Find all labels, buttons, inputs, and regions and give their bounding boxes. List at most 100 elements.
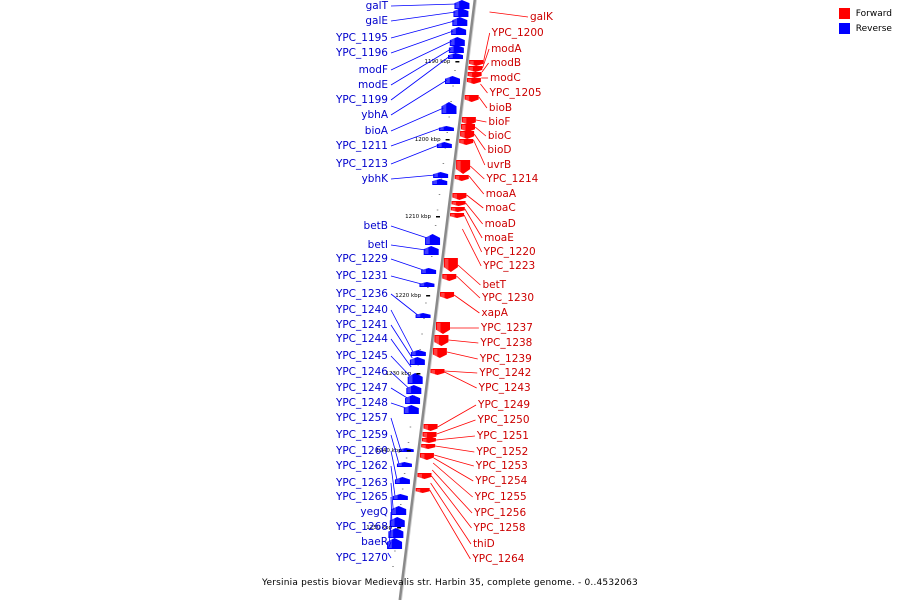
reverse-gene-label[interactable]: YPC_1257 bbox=[335, 412, 402, 451]
forward-gene-label[interactable]: bioC bbox=[474, 126, 511, 142]
forward-gene-label[interactable]: YPC_1251 bbox=[435, 430, 529, 442]
gene-arrow bbox=[453, 8, 469, 17]
kbp-label: 1220 kbp bbox=[395, 293, 421, 299]
reverse-gene-label[interactable]: YPC_1263 bbox=[335, 477, 394, 511]
forward-gene-label[interactable]: YPC_1255 bbox=[432, 462, 527, 503]
forward-gene-label[interactable]: YPC_1230 bbox=[456, 275, 535, 304]
tick-dot bbox=[431, 256, 433, 257]
reverse-gene-label[interactable]: bioA bbox=[365, 107, 444, 137]
reverse-gene-label[interactable]: ybhK bbox=[362, 173, 436, 185]
forward-gene-label[interactable]: moaA bbox=[468, 175, 517, 200]
gene-sheen bbox=[453, 194, 457, 199]
forward-gene-label[interactable]: YPC_1205 bbox=[480, 83, 542, 99]
forward-gene-label[interactable]: YPC_1239 bbox=[446, 351, 532, 365]
forward-gene-label[interactable]: moaD bbox=[465, 202, 516, 230]
reverse-gene-label[interactable]: YPC_1246 bbox=[335, 366, 409, 389]
forward-gene-label[interactable]: YPC_1256 bbox=[431, 469, 526, 519]
forward-gene-label[interactable]: modA bbox=[482, 43, 523, 69]
reverse-gene-label[interactable]: modF bbox=[359, 40, 453, 76]
reverse-gene-label[interactable]: modE bbox=[358, 48, 452, 91]
forward-gene-label[interactable]: YPC_1264 bbox=[429, 489, 525, 565]
leader-line bbox=[390, 55, 451, 101]
reverse-gene-label[interactable]: YPC_1244 bbox=[335, 333, 412, 368]
reverse-gene-label[interactable]: YPC_1245 bbox=[335, 350, 411, 377]
forward-gene-label[interactable]: YPC_1214 bbox=[469, 165, 539, 185]
gene-arrow bbox=[459, 139, 474, 145]
forward-gene-label[interactable]: galK bbox=[489, 11, 555, 23]
reverse-gene-label[interactable]: YPC_1199 bbox=[335, 55, 451, 106]
gene-arrow bbox=[415, 488, 430, 493]
gene-sheen bbox=[395, 478, 400, 483]
reverse-gene-label[interactable]: YPC_1211 bbox=[335, 127, 442, 152]
forward-gene-label[interactable]: uvrB bbox=[473, 139, 512, 171]
reverse-gene-label[interactable]: YPC_1248 bbox=[335, 397, 407, 409]
gene-name: YPC_1220 bbox=[483, 246, 536, 258]
forward-gene-label[interactable]: YPC_1252 bbox=[435, 445, 528, 458]
gene-name: yegQ bbox=[360, 506, 388, 518]
gene-sheen bbox=[416, 489, 421, 492]
leader-line bbox=[390, 11, 456, 22]
gene-name: YPC_1199 bbox=[335, 94, 388, 106]
reverse-gene-label[interactable]: galT bbox=[366, 0, 457, 12]
reverse-gene-label[interactable]: YPC_1260 bbox=[335, 445, 398, 481]
forward-gene-label[interactable]: betT bbox=[457, 264, 507, 291]
reverse-gene-label[interactable]: YPC_1259 bbox=[335, 429, 400, 465]
gene-name: bioB bbox=[489, 102, 512, 114]
tick-dot bbox=[392, 566, 394, 567]
forward-gene-label[interactable]: YPC_1253 bbox=[434, 454, 528, 472]
reverse-gene-label[interactable]: baeR bbox=[361, 536, 392, 549]
gene-arrow bbox=[468, 66, 483, 72]
tick-dot bbox=[454, 70, 456, 71]
forward-gene-label[interactable]: YPC_1258 bbox=[431, 475, 526, 534]
tick-dot bbox=[421, 333, 423, 335]
reverse-gene-label[interactable]: galE bbox=[365, 11, 456, 27]
forward-gene-label[interactable]: YPC_1249 bbox=[437, 399, 530, 428]
forward-gene-label[interactable]: YPC_1220 bbox=[463, 214, 536, 258]
reverse-gene-label[interactable]: ybhA bbox=[361, 79, 448, 121]
gene-sheen bbox=[388, 539, 392, 548]
reverse-gene-label[interactable]: YPC_1262 bbox=[335, 460, 396, 497]
forward-gene-label[interactable]: YPC_1238 bbox=[448, 337, 533, 349]
forward-gene-label[interactable]: moaE bbox=[464, 208, 514, 244]
forward-gene-label[interactable]: YPC_1200 bbox=[482, 27, 544, 65]
reverse-gene-label[interactable]: betI bbox=[368, 239, 426, 251]
forward-gene-label[interactable]: bioF bbox=[475, 116, 510, 128]
kbp-label: 1190 kbp bbox=[424, 59, 450, 65]
forward-gene-label[interactable]: modB bbox=[481, 57, 521, 73]
reverse-gene-label[interactable]: YPC_1236 bbox=[335, 288, 418, 316]
gene-arrow bbox=[417, 473, 432, 479]
forward-gene-label[interactable]: YPC_1237 bbox=[450, 322, 533, 334]
forward-gene-label[interactable]: thiD bbox=[430, 482, 495, 550]
reverse-gene-label[interactable]: YPC_1265 bbox=[335, 491, 393, 522]
tick-dot bbox=[434, 225, 437, 226]
reverse-gene-label[interactable]: YPC_1231 bbox=[335, 270, 422, 285]
forward-gene-label[interactable]: YPC_1243 bbox=[444, 371, 531, 394]
gene-name: bioC bbox=[488, 130, 511, 142]
tick-dot bbox=[394, 550, 396, 552]
leader-line bbox=[390, 417, 402, 451]
reverse-gene-label[interactable]: YPC_1247 bbox=[335, 382, 408, 399]
forward-gene-label[interactable]: xapA bbox=[453, 294, 509, 319]
forward-gene-label[interactable]: bioD bbox=[473, 133, 511, 156]
reverse-gene-label[interactable]: YPC_1270 bbox=[335, 552, 392, 564]
leader-line bbox=[388, 541, 392, 549]
forward-gene-label[interactable]: YPC_1223 bbox=[462, 228, 535, 272]
reverse-gene-label[interactable]: YPC_1196 bbox=[335, 30, 454, 59]
reverse-gene-label[interactable]: YPC_1229 bbox=[335, 253, 424, 271]
forward-gene-label[interactable]: modC bbox=[481, 72, 521, 84]
gene-sheen bbox=[454, 9, 459, 16]
reverse-gene-label[interactable]: betB bbox=[364, 220, 428, 239]
reverse-gene-label[interactable]: YPC_1213 bbox=[335, 144, 440, 170]
forward-gene-label[interactable]: YPC_1254 bbox=[433, 457, 528, 487]
forward-gene-label[interactable]: moaC bbox=[466, 194, 516, 214]
gene-sheen bbox=[468, 73, 473, 77]
leader-line bbox=[453, 294, 480, 314]
forward-gene-label[interactable]: bioB bbox=[478, 96, 512, 114]
reverse-gene-label[interactable]: YPC_1195 bbox=[335, 20, 455, 44]
reverse-gene-label[interactable]: YPC_1241 bbox=[335, 319, 413, 359]
reverse-gene-label[interactable]: YPC_1240 bbox=[335, 304, 414, 353]
reverse-gene-label[interactable]: YPC_1268 bbox=[335, 521, 392, 543]
forward-gene-label[interactable]: YPC_1242 bbox=[444, 367, 532, 379]
forward-gene-label[interactable]: YPC_1250 bbox=[436, 414, 530, 435]
leader-line bbox=[390, 127, 442, 147]
